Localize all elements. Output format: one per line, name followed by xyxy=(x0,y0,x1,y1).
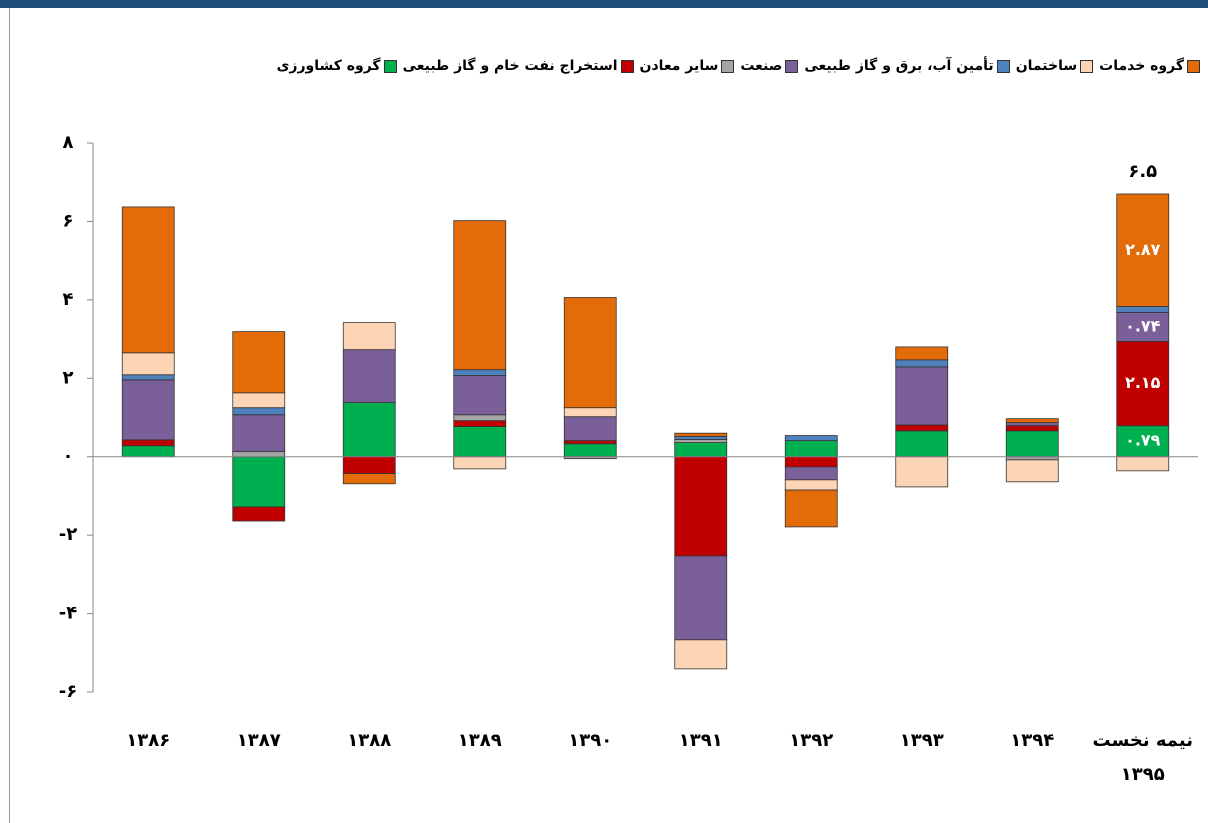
y-tick-label: ۶ xyxy=(63,210,74,231)
bar-segment xyxy=(454,457,506,469)
value-label: ۰.۷۹ xyxy=(1125,431,1161,450)
bar-segment xyxy=(122,353,174,375)
value-label: ۲.۸۷ xyxy=(1125,240,1161,259)
x-tick-label: ۱۳۸۸ xyxy=(314,724,424,758)
bar-segment xyxy=(233,452,285,457)
y-tick-label: -۲ xyxy=(59,524,77,545)
bar-segment xyxy=(896,431,948,457)
bar-segment xyxy=(896,360,948,367)
bar-segment xyxy=(122,440,174,446)
bar-segment xyxy=(564,417,616,441)
x-tick-label: ۱۳۸۶ xyxy=(93,724,203,758)
bar-segment xyxy=(785,441,837,457)
bar-segment xyxy=(122,380,174,440)
bar-segment xyxy=(233,408,285,415)
bar-segment xyxy=(1006,423,1058,426)
bar-segment xyxy=(122,207,174,353)
x-tick-label: ۱۳۹۱ xyxy=(646,724,756,758)
bar-segment xyxy=(454,221,506,370)
x-tick-label: ۱۳۹۳ xyxy=(867,724,977,758)
bar-segment xyxy=(343,457,395,474)
x-tick-label: ۱۳۹۴ xyxy=(977,724,1087,758)
bar-segment xyxy=(675,439,727,442)
bar-segment xyxy=(1006,460,1058,482)
y-tick-label: ۰ xyxy=(63,446,74,467)
bar-segment xyxy=(896,457,948,487)
bar-segment xyxy=(785,457,837,467)
y-tick-label: -۴ xyxy=(59,603,77,624)
bar-segment xyxy=(343,350,395,403)
y-tick-label: -۶ xyxy=(59,681,77,702)
y-tick-label: ۸ xyxy=(63,132,74,153)
x-tick-label: ۱۳۹۰ xyxy=(535,724,645,758)
bar-segment xyxy=(233,415,285,452)
x-tick-label: ۱۳۸۹ xyxy=(425,724,535,758)
bar-segment xyxy=(454,421,506,427)
bar-segment xyxy=(675,556,727,640)
bar-segment xyxy=(122,375,174,380)
bar-segment xyxy=(785,436,837,441)
bar-segment xyxy=(233,393,285,408)
bar-segment xyxy=(785,467,837,480)
bar-segment xyxy=(454,415,506,421)
y-tick-label: ۲ xyxy=(63,367,74,388)
bar-segment xyxy=(1006,431,1058,457)
bar-segment xyxy=(896,425,948,431)
bar-segment xyxy=(1006,419,1058,423)
bar-segment xyxy=(454,376,506,415)
bar-segment xyxy=(343,474,395,484)
page: {"chart_data": {"type": "stacked-bar", "… xyxy=(0,0,1208,823)
bar-segment xyxy=(785,490,837,527)
bar-segment xyxy=(675,443,727,457)
bar-segment xyxy=(233,507,285,521)
bar-segment xyxy=(675,433,727,436)
bar-segment xyxy=(1006,426,1058,431)
total-label: ۶.۵ xyxy=(1128,161,1157,182)
x-tick-label: ۱۳۹۲ xyxy=(756,724,866,758)
bar-segment xyxy=(454,427,506,457)
chart: -۶ -۴ -۲ ۰ ۲ ۴ ۶ ۸ ۰.۷۹ ۲.۱۵ ۰.۷۴ ۲.۸۷ ۶.۵ xyxy=(0,0,1208,823)
bar-segment xyxy=(233,332,285,393)
value-label: ۰.۷۴ xyxy=(1125,316,1161,335)
bar-segment xyxy=(122,446,174,457)
y-tick-label: ۴ xyxy=(63,289,74,310)
bar-segment xyxy=(675,436,727,439)
bar-segment xyxy=(564,441,616,444)
bar-segment xyxy=(675,640,727,669)
x-tick-label: نیمه نخست ۱۳۹۵ xyxy=(1088,724,1198,792)
bar-segment xyxy=(785,480,837,490)
bar-segment xyxy=(564,408,616,417)
bar-segment xyxy=(343,323,395,350)
bar-segment xyxy=(1117,307,1169,313)
bar-segment xyxy=(675,457,727,556)
bar-segment xyxy=(896,347,948,360)
bar-segment xyxy=(896,367,948,425)
bar-segment xyxy=(233,457,285,507)
bar-segment xyxy=(343,403,395,457)
x-tick-label: ۱۳۸۷ xyxy=(204,724,314,758)
bar-segment xyxy=(564,444,616,457)
bar-segment xyxy=(454,370,506,376)
bar-segment xyxy=(1117,457,1169,471)
value-label: ۲.۱۵ xyxy=(1125,373,1161,392)
bar-segment xyxy=(564,298,616,408)
